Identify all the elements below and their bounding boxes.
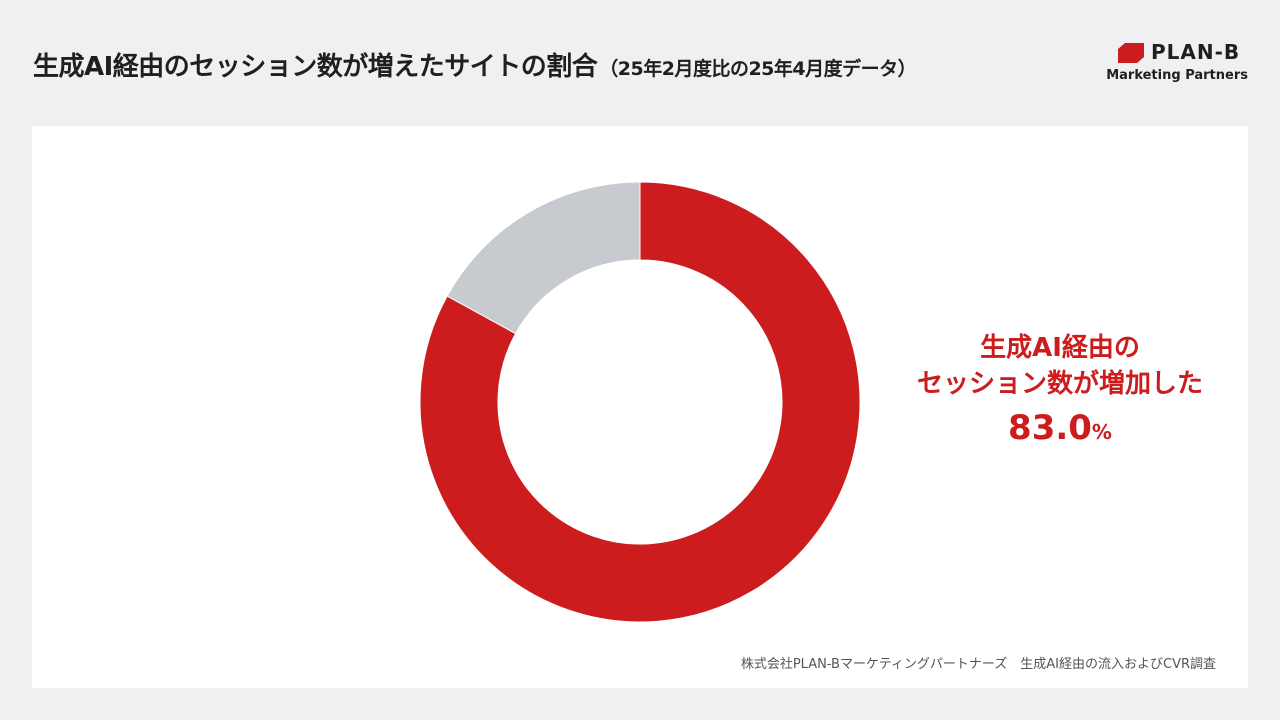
page-title-sub: （25年2月度比の25年4月度データ） bbox=[599, 58, 917, 80]
logo-brand: PLAN-B bbox=[1151, 40, 1241, 64]
logo-mark-icon bbox=[1118, 43, 1144, 63]
source-note: 株式会社PLAN-Bマーケティングパートナーズ 生成AI経由の流入およびCVR調… bbox=[740, 657, 1216, 672]
callout-value-number: 83.0 bbox=[1008, 408, 1092, 448]
page-title-main: 生成AI経由のセッション数が増えたサイトの割合 bbox=[33, 52, 598, 82]
chart-panel: 生成AI経由の セッション数が増加した 83.0% 株式会社PLAN-Bマーケテ… bbox=[32, 126, 1248, 688]
chart-callout: 生成AI経由の セッション数が増加した 83.0% bbox=[890, 330, 1230, 456]
callout-line-1: 生成AI経由の bbox=[980, 333, 1140, 363]
callout-value-unit: % bbox=[1091, 420, 1112, 444]
callout-line-2: セッション数が増加した bbox=[916, 369, 1203, 399]
brand-logo: PLAN-B Marketing Partners bbox=[1106, 40, 1248, 88]
logo-mark-shape bbox=[1118, 43, 1144, 63]
donut-slice-1 bbox=[446, 181, 641, 335]
donut-chart bbox=[419, 181, 861, 623]
page-title: 生成AI経由のセッション数が増えたサイトの割合 （25年2月度比の25年4月度デー… bbox=[33, 46, 917, 83]
logo-tagline: Marketing Partners bbox=[1106, 68, 1248, 83]
callout-value: 83.0% bbox=[890, 404, 1230, 456]
donut-slice-0 bbox=[419, 181, 861, 623]
